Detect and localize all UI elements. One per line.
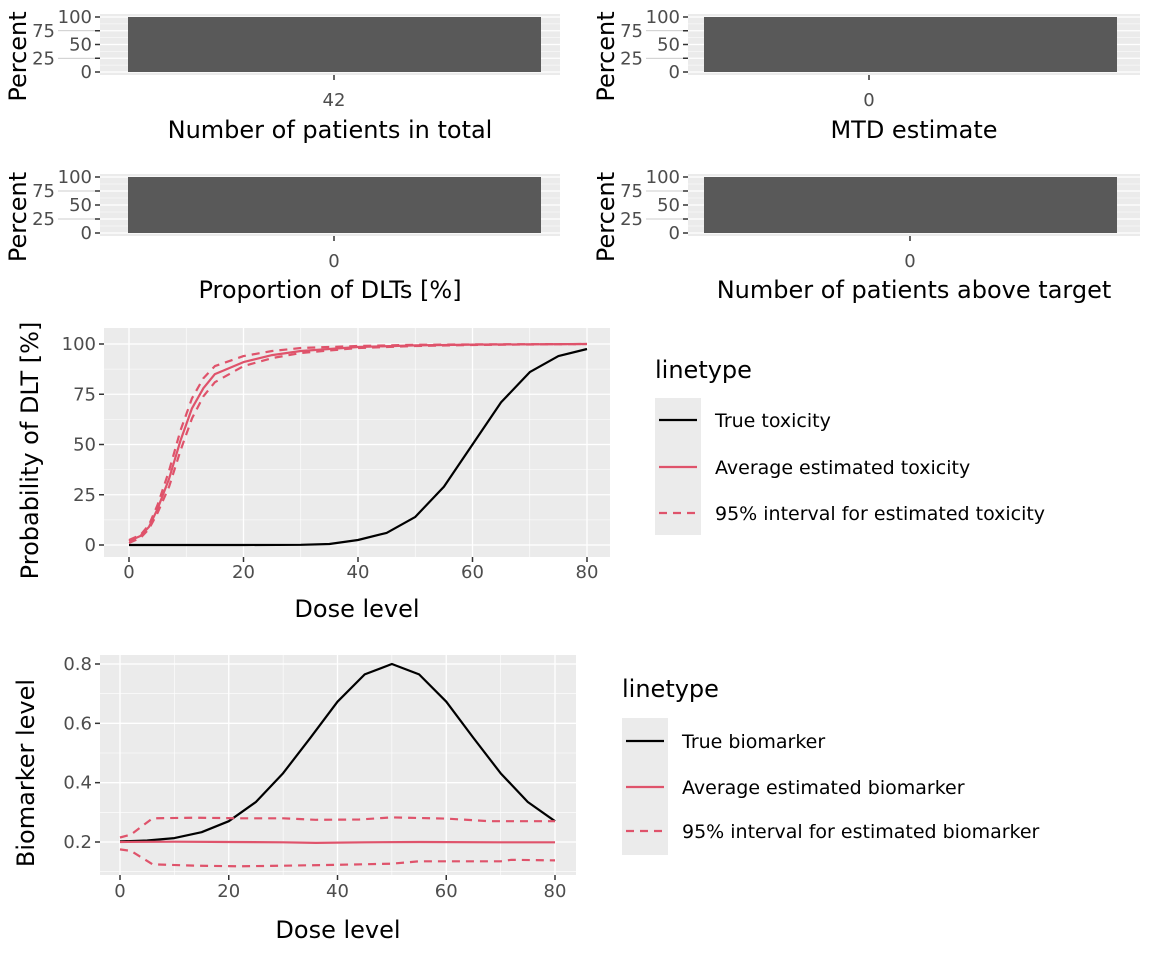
legend-label: 95% interval for estimated biomarker xyxy=(682,821,1040,843)
legend-title: linetype xyxy=(655,356,752,384)
x-tick-label: 40 xyxy=(347,562,370,583)
legend-label: 95% interval for estimated toxicity xyxy=(715,503,1045,525)
y-tick-label: 75 xyxy=(32,181,55,202)
y-tick-label: 0.6 xyxy=(63,713,92,734)
bar xyxy=(704,17,1117,72)
legend-label: True toxicity xyxy=(714,410,831,432)
x-tick-label: 42 xyxy=(323,90,346,111)
x-axis-label: Number of patients in total xyxy=(168,116,493,144)
x-tick-label: 0 xyxy=(863,90,874,111)
legend-title: linetype xyxy=(622,675,719,703)
y-tick-label: 100 xyxy=(646,167,680,188)
y-tick-label: 75 xyxy=(620,181,643,202)
x-tick-label: 40 xyxy=(326,881,349,902)
x-axis-label: Proportion of DLTs [%] xyxy=(198,276,461,304)
y-axis-label: Probability of DLT [%] xyxy=(16,322,44,580)
bar xyxy=(128,17,541,72)
plot-panel xyxy=(104,328,610,557)
y-tick-label: 0 xyxy=(81,223,92,244)
bar xyxy=(704,177,1117,233)
legend-label: Average estimated toxicity xyxy=(715,457,970,479)
x-axis-label: Dose level xyxy=(294,595,419,623)
y-tick-label: 25 xyxy=(620,48,643,69)
y-tick-label: 25 xyxy=(73,485,96,506)
y-tick-label: 0 xyxy=(669,223,680,244)
y-axis-label: Percent xyxy=(4,11,32,101)
x-axis-label: Dose level xyxy=(275,916,400,944)
x-tick-label: 80 xyxy=(576,562,599,583)
y-axis-label: Percent xyxy=(592,11,620,101)
series-line-3 xyxy=(128,342,588,545)
y-tick-label: 100 xyxy=(646,7,680,28)
y-tick-label: 50 xyxy=(73,435,96,456)
series-line-0 xyxy=(129,347,588,547)
y-tick-label: 50 xyxy=(69,35,92,56)
y-tick-label: 75 xyxy=(620,21,643,42)
y-tick-label: 50 xyxy=(657,195,680,216)
legend-label: Average estimated biomarker xyxy=(682,777,965,799)
x-tick-label: 0 xyxy=(123,562,134,583)
line-chart-1: 0 20 40 60 80 0 25 50 75 100 Dose level Probability… xyxy=(16,322,1045,623)
y-tick-label: 100 xyxy=(58,7,92,28)
x-tick-label: 0 xyxy=(114,881,125,902)
y-axis-label: Biomarker level xyxy=(12,679,40,867)
legend: linetype True toxicity Average estimated t… xyxy=(655,356,1045,535)
x-tick-label: 20 xyxy=(217,881,240,902)
line-chart-2: 0 20 40 60 80 0.2 0.4 0.6 0.8 Dose level Biomarker… xyxy=(12,654,1040,944)
x-tick-label: 80 xyxy=(544,881,567,902)
y-tick-label: 0.2 xyxy=(63,832,92,853)
y-tick-label: 100 xyxy=(58,167,92,188)
y-tick-label: 25 xyxy=(32,48,55,69)
y-tick-label: 75 xyxy=(73,384,96,405)
x-axis-label: MTD estimate xyxy=(830,116,997,144)
y-tick-label: 0 xyxy=(85,535,96,556)
x-tick-label: 20 xyxy=(232,562,255,583)
x-tick-label: 60 xyxy=(435,881,458,902)
x-tick-label: 0 xyxy=(328,251,339,272)
x-axis-label: Number of patients above target xyxy=(717,276,1112,304)
series-line-0 xyxy=(119,662,556,843)
bar xyxy=(128,177,541,233)
y-tick-label: 50 xyxy=(69,195,92,216)
y-tick-label: 25 xyxy=(620,209,643,230)
series-line-3 xyxy=(119,848,556,868)
x-tick-label: 60 xyxy=(461,562,484,583)
y-tick-label: 0.4 xyxy=(63,773,92,794)
legend-label: True biomarker xyxy=(681,731,825,753)
y-tick-label: 0.8 xyxy=(63,654,92,675)
y-tick-label: 100 xyxy=(62,334,96,355)
y-tick-label: 50 xyxy=(657,35,680,56)
x-tick-label: 0 xyxy=(904,251,915,272)
y-tick-label: 25 xyxy=(32,209,55,230)
y-axis-label: Percent xyxy=(592,172,620,262)
series-line-1 xyxy=(119,840,555,844)
y-tick-label: 0 xyxy=(669,62,680,83)
series-line-2 xyxy=(119,816,555,839)
y-axis-label: Percent xyxy=(4,172,32,262)
y-tick-label: 75 xyxy=(32,21,55,42)
y-tick-label: 0 xyxy=(81,62,92,83)
legend: linetype True biomarker Average estimated … xyxy=(622,675,1040,855)
